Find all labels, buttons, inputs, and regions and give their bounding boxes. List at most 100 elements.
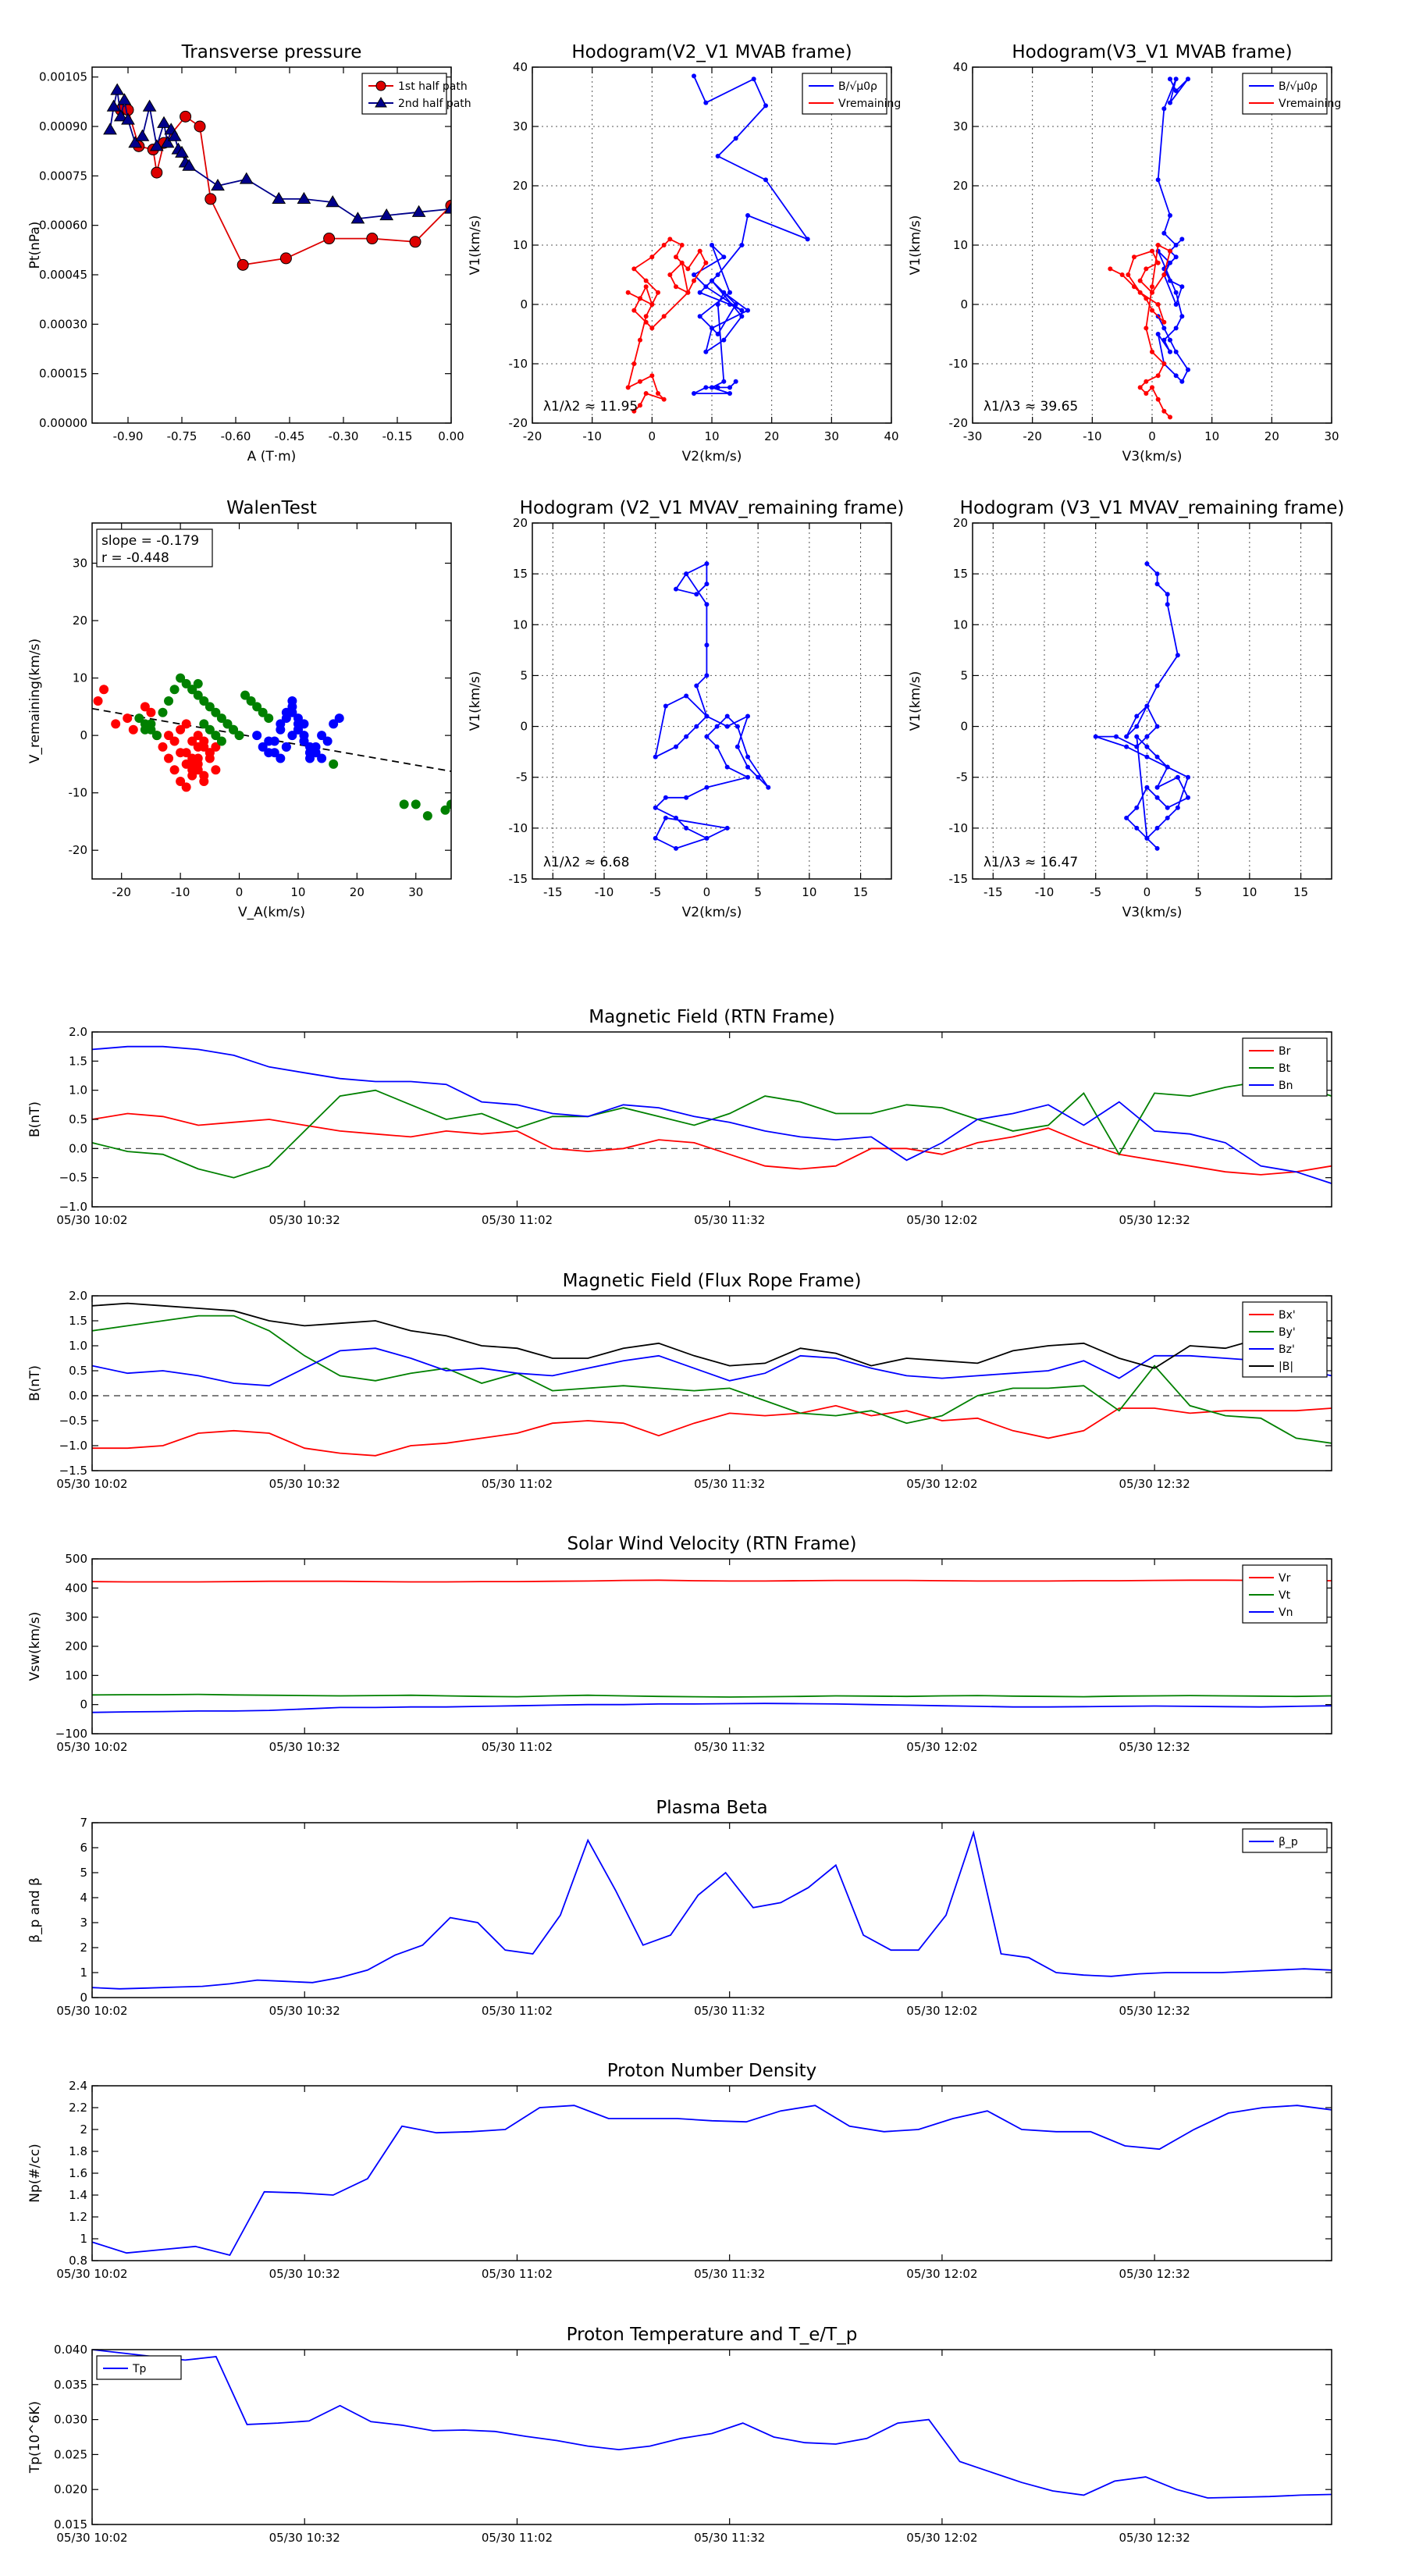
chart-title: Hodogram (V3_V1 MVAV_remaining frame): [960, 498, 1345, 518]
legend: β_p: [1242, 1828, 1328, 1853]
data-point: [237, 258, 249, 271]
axes-frame: [532, 522, 892, 880]
legend-box: [361, 73, 447, 115]
data-point: [643, 284, 649, 290]
series-line-1: [1095, 563, 1190, 849]
x-tick-label: -10: [1083, 429, 1102, 443]
data-point: [323, 233, 336, 245]
legend-label: Vremaining: [838, 98, 901, 110]
series-line-2: [92, 1315, 1332, 1444]
data-point: [663, 795, 668, 800]
data-point: [1168, 278, 1172, 283]
y-tick-label: 2: [80, 1941, 87, 1955]
x-tick-label: -5: [649, 885, 661, 899]
y-tick-label: 40: [513, 60, 528, 74]
data-point: [703, 284, 709, 290]
data-point: [1126, 272, 1131, 277]
data-point: [649, 373, 655, 379]
data-point: [181, 719, 191, 729]
data-point: [446, 799, 451, 809]
data-point: [674, 815, 678, 820]
y-tick-label: 0.5: [69, 1112, 87, 1126]
y-tick-label: 2.0: [69, 1289, 87, 1303]
y-tick-label: 15: [513, 567, 528, 581]
data-point: [199, 719, 209, 729]
x-tick-label: 05/30 12:32: [1119, 1740, 1190, 1754]
data-point: [1154, 795, 1160, 800]
data-point: [656, 290, 660, 295]
data-point: [656, 391, 660, 396]
data-point: [1165, 805, 1170, 810]
y-tick-label: 1: [80, 2232, 87, 2246]
axes-frame: [972, 522, 1332, 880]
y-tick-label: 0: [80, 1991, 87, 2005]
y-tick-label: 1.4: [69, 2188, 87, 2202]
y-tick-label: 2: [80, 2122, 87, 2137]
data-point: [281, 713, 291, 724]
x-tick-label: 15: [1293, 885, 1308, 899]
data-point: [625, 385, 631, 390]
stats-box: [96, 528, 213, 568]
axes-frame: [91, 1295, 1332, 1471]
x-tick-label: -0.90: [113, 429, 144, 443]
x-tick-label: 0: [1144, 885, 1151, 899]
chart-title: Hodogram(V3_V1 MVAB frame): [1012, 42, 1292, 62]
chart-title: Magnetic Field (RTN Frame): [589, 1007, 835, 1027]
x-tick-label: -0.15: [382, 429, 413, 443]
series-line-1: [92, 2350, 1332, 2499]
data-point: [653, 835, 658, 841]
chart-title: Proton Temperature and T_e/T_p: [567, 2325, 858, 2345]
data-point: [216, 713, 226, 724]
data-point: [211, 707, 221, 717]
data-point: [631, 408, 637, 414]
data-point: [160, 136, 175, 148]
data-point: [350, 212, 365, 224]
x-tick-label: 05/30 12:32: [1119, 2531, 1190, 2545]
legend-marker: [375, 97, 387, 108]
data-point: [721, 379, 727, 384]
y-tick-label: 20: [953, 179, 968, 193]
x-tick-label: 05/30 12:32: [1119, 2267, 1190, 2281]
y-tick-label: 0.00075: [39, 169, 87, 183]
chart-title: Hodogram (V2_V1 MVAV_remaining frame): [520, 498, 905, 518]
x-tick-label: -5: [1090, 885, 1101, 899]
y-tick-label: 0.015: [54, 2517, 87, 2532]
y-tick-label: -15: [949, 872, 969, 886]
data-point: [113, 109, 128, 122]
x-tick-label: 0: [236, 885, 244, 899]
y-tick-label: 3: [80, 1916, 87, 1930]
data-point: [1168, 248, 1172, 254]
data-point: [694, 724, 699, 729]
data-point: [1165, 815, 1170, 820]
data-point: [1161, 326, 1167, 331]
data-point: [299, 719, 309, 729]
data-point: [193, 731, 203, 741]
data-point: [679, 243, 685, 247]
axes-frame: [91, 2349, 1332, 2525]
data-point: [692, 73, 696, 79]
data-point: [176, 724, 186, 735]
data-point: [649, 326, 655, 331]
x-tick-label: 05/30 11:02: [482, 1740, 553, 1754]
y-tick-label: 5: [80, 1866, 87, 1880]
data-point: [216, 736, 226, 746]
data-point: [164, 731, 174, 741]
data-point: [305, 753, 315, 763]
data-point: [710, 326, 714, 331]
x-tick-label: -10: [582, 429, 602, 443]
ratio-annotation: λ1/λ2 ≈ 6.68: [543, 855, 629, 870]
y-tick-label: 20: [73, 614, 87, 628]
plot-area: [103, 83, 451, 271]
data-point: [1093, 734, 1098, 739]
data-point: [704, 673, 710, 678]
data-point: [297, 191, 311, 204]
data-point: [1173, 88, 1179, 94]
y-tick-label: -10: [949, 357, 969, 371]
data-point: [1144, 326, 1149, 331]
data-point: [703, 385, 709, 390]
data-point: [1150, 284, 1154, 290]
x-tick-label: 05/30 10:32: [269, 2531, 340, 2545]
data-point: [175, 145, 189, 158]
data-point: [1150, 308, 1154, 313]
